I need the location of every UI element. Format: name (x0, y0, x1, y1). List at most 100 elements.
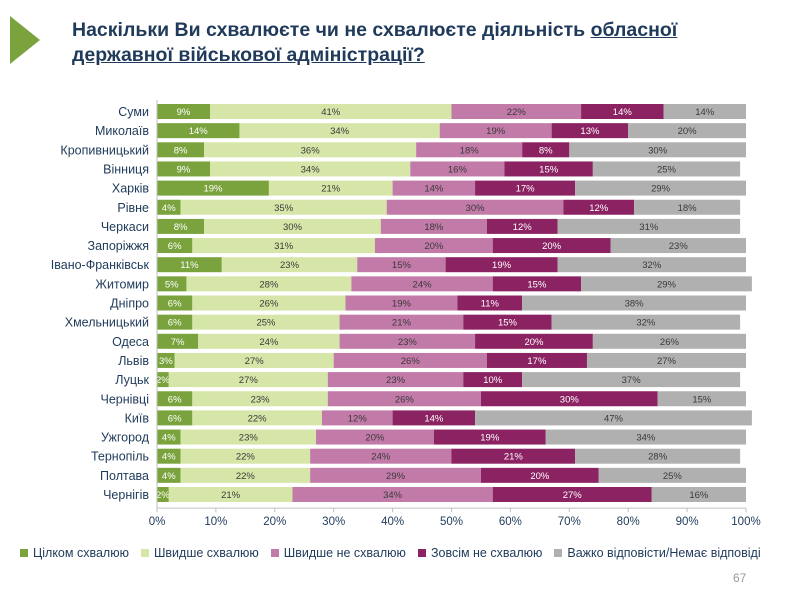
data-label: 23% (398, 337, 418, 348)
data-label: 8% (174, 222, 188, 233)
bar-segment (210, 161, 411, 177)
data-label: 15% (692, 394, 712, 405)
data-label: 30% (560, 394, 580, 405)
data-label: 26% (259, 299, 279, 310)
data-label: 5% (165, 279, 179, 290)
bar-segment (268, 180, 393, 196)
bar-segment (157, 352, 175, 368)
bar-segment (157, 333, 199, 349)
x-tick-label: 100% (731, 516, 760, 528)
data-label: 6% (168, 241, 182, 252)
category-label: Кропивницький (60, 143, 149, 157)
bar-segment (327, 391, 481, 407)
data-label: 26% (395, 394, 415, 405)
data-label: 28% (648, 452, 668, 463)
category-label: Чернігів (103, 488, 149, 502)
bar-segment (157, 295, 193, 311)
bar-segment (168, 487, 293, 502)
data-label: 28% (259, 279, 279, 290)
bar-segment (592, 333, 746, 349)
page-number: 67 (733, 571, 747, 585)
data-label: 19% (492, 260, 512, 271)
category-label: Чернівці (101, 392, 150, 406)
bar-segment (339, 333, 476, 349)
data-label: 12% (513, 222, 533, 233)
legend-swatch (270, 549, 279, 557)
data-label: 23% (251, 394, 271, 405)
data-label: 15% (527, 279, 547, 290)
data-label: 29% (386, 471, 406, 482)
bar-segment (480, 467, 599, 483)
category-label: Івано-Франківськ (51, 258, 150, 272)
data-label: 14% (424, 413, 444, 424)
data-label: 9% (177, 107, 191, 118)
bar-segment (486, 218, 558, 234)
title-text: Наскільки Ви схвалюєте чи не схвалюєте д… (72, 19, 591, 41)
data-label: 32% (636, 318, 656, 329)
bar-segment (157, 391, 193, 407)
data-label: 16% (689, 490, 709, 501)
bar-segment (198, 333, 340, 349)
data-label: 27% (245, 356, 265, 367)
bar-segment (157, 487, 169, 502)
data-label: 6% (168, 318, 182, 329)
legend-item: Швидше схвалюю (140, 546, 259, 560)
data-label: 4% (162, 452, 176, 463)
bar-segment (192, 295, 346, 311)
x-tick-label: 30% (322, 516, 345, 528)
data-label: 21% (221, 490, 241, 501)
data-label: 31% (274, 241, 294, 252)
bar-segment (157, 238, 193, 254)
legend-label: Важко відповісти/Немає відповіді (567, 546, 761, 560)
data-label: 20% (365, 433, 385, 444)
data-label: 13% (580, 126, 600, 137)
data-label: 18% (424, 222, 444, 233)
category-label: Рівне (117, 201, 149, 215)
x-tick-label: 20% (263, 516, 286, 528)
data-label: 22% (507, 107, 527, 118)
category-label: Ужгород (101, 431, 150, 445)
bar-segment (569, 142, 746, 158)
bar-segment (316, 429, 434, 445)
bar-segment (339, 314, 464, 330)
data-label: 25% (663, 471, 683, 482)
bar-segment (581, 276, 752, 292)
bar-segment (563, 199, 635, 215)
bar-segment (457, 295, 523, 311)
data-label: 11% (481, 299, 500, 310)
data-label: 25% (657, 164, 677, 175)
data-label: 47% (604, 413, 624, 424)
data-label: 35% (274, 203, 294, 214)
bar-segment (180, 199, 387, 215)
title-underlined-1: обласної (590, 19, 678, 41)
data-label: 12% (348, 413, 368, 424)
category-label: Тернопіль (91, 450, 149, 464)
legend-swatch (554, 549, 563, 557)
bar-segment (239, 123, 440, 139)
bar-segment (634, 199, 741, 215)
bar-segment (445, 257, 558, 273)
bar-segment (192, 410, 322, 426)
data-label: 20% (678, 126, 698, 137)
bar-segment (410, 161, 505, 177)
data-label: 23% (669, 241, 689, 252)
data-label: 14% (424, 184, 444, 195)
bar-segment (157, 218, 205, 234)
data-label: 21% (504, 452, 524, 463)
bar-segment (610, 238, 746, 254)
data-label: 30% (283, 222, 303, 233)
bar-segment (210, 104, 452, 119)
bar-segment (598, 467, 746, 483)
category-label: Луцьк (115, 373, 149, 387)
data-label: 18% (678, 203, 698, 214)
bar-segment (480, 391, 658, 407)
bar-segment (492, 276, 582, 292)
bar-segment (475, 410, 752, 426)
data-label: 38% (625, 299, 645, 310)
legend-swatch (140, 549, 149, 557)
legend-item: Зовсім не схвалюю (417, 546, 542, 560)
category-label: Одеса (112, 335, 149, 349)
data-label: 14% (613, 107, 633, 118)
data-label: 27% (657, 356, 677, 367)
bar-segment (475, 180, 576, 196)
